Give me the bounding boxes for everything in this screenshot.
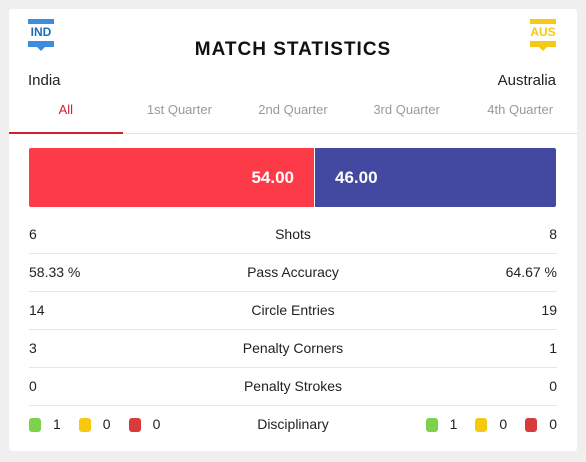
red-card-icon (128, 417, 141, 432)
australia-badge-icon: AUS (530, 19, 556, 53)
away-team-name: Australia (497, 72, 556, 89)
away-green-count: 1 (449, 416, 458, 432)
stat-row-pass-accuracy: 58.33 % Pass Accuracy 64.67 % (29, 254, 557, 292)
home-team-name: India (28, 72, 61, 89)
home-team[interactable]: IND India (28, 19, 61, 89)
home-value: 14 (29, 302, 45, 318)
tab-all[interactable]: All (9, 97, 123, 134)
home-team-code: IND (30, 25, 52, 39)
stat-label: Penalty Corners (242, 340, 344, 356)
away-cards: 1 0 0 (425, 406, 557, 443)
home-yellow-count: 0 (102, 416, 111, 432)
away-value: 8 (549, 226, 557, 242)
away-yellow-count: 0 (499, 416, 508, 432)
away-red-count: 0 (549, 416, 557, 432)
away-value: 64.67 % (505, 264, 557, 280)
tab-2nd-quarter[interactable]: 2nd Quarter (258, 102, 328, 117)
away-team[interactable]: AUS Australia (498, 19, 556, 89)
home-cards: 1 0 0 (29, 406, 160, 443)
away-value: 19 (541, 302, 557, 318)
away-team-code: AUS (530, 25, 556, 39)
away-value: 0 (549, 378, 557, 394)
red-card-icon (525, 417, 538, 432)
match-statistics-card: IND India MATCH STATISTICS AUS Australia… (9, 9, 577, 451)
tab-4th-quarter[interactable]: 4th Quarter (487, 102, 554, 117)
possession-bar: 54.00 46.00 (29, 148, 556, 207)
home-value: 0 (29, 378, 37, 394)
stat-row-penalty-strokes: 0 Penalty Strokes 0 (29, 368, 557, 406)
stat-row-disciplinary: 1 0 0 Disciplinary 1 0 0 (29, 406, 557, 443)
india-badge-icon: IND (28, 19, 54, 53)
home-value: 3 (29, 340, 37, 356)
yellow-card-icon (78, 417, 91, 432)
stat-label: Penalty Strokes (243, 378, 343, 394)
quarter-tabs: All 1st Quarter 2nd Quarter 3rd Quarter … (9, 97, 577, 134)
stat-row-circle-entries: 14 Circle Entries 19 (29, 292, 557, 330)
page-title: MATCH STATISTICS (194, 39, 392, 60)
stat-label: Circle Entries (251, 302, 335, 318)
away-possession-value: 46.00 (335, 167, 378, 187)
tab-3rd-quarter[interactable]: 3rd Quarter (373, 102, 440, 117)
home-possession-value: 54.00 (251, 167, 294, 187)
header: IND India MATCH STATISTICS AUS Australia (9, 9, 577, 97)
home-value: 6 (29, 226, 37, 242)
green-card-icon (425, 417, 438, 432)
home-red-count: 0 (152, 416, 161, 432)
away-possession: 46.00 (314, 148, 556, 207)
yellow-card-icon (475, 417, 488, 432)
home-green-count: 1 (53, 416, 61, 432)
stat-label: Shots (275, 226, 311, 242)
stat-row-shots: 6 Shots 8 (29, 216, 557, 254)
home-value: 58.33 % (29, 264, 81, 280)
stat-row-penalty-corners: 3 Penalty Corners 1 (29, 330, 557, 368)
away-value: 1 (549, 340, 557, 356)
stat-label: Pass Accuracy (247, 264, 339, 280)
stat-label: Disciplinary (257, 416, 329, 432)
stats-table: 6 Shots 8 58.33 % Pass Accuracy 64.67 % … (29, 216, 557, 443)
home-possession: 54.00 (29, 148, 314, 207)
tab-1st-quarter[interactable]: 1st Quarter (146, 102, 212, 117)
green-card-icon (29, 417, 41, 432)
